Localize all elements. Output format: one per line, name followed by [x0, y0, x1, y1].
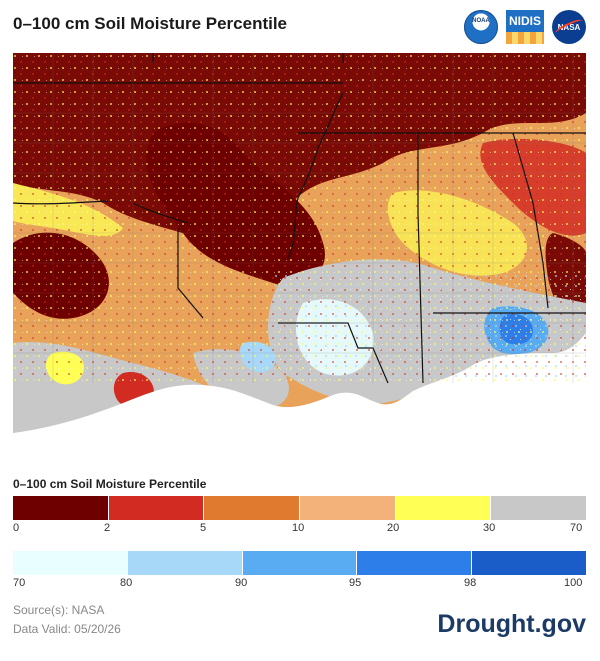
dry-scale-bar [13, 496, 587, 520]
wet-scale-bar [13, 551, 586, 575]
legend-swatch-30-70 [491, 496, 587, 520]
tick-label: 90 [235, 577, 248, 589]
tick-label: 30 [483, 522, 496, 534]
legend-title: 0–100 cm Soil Moisture Percentile [13, 477, 207, 491]
gulf-of-mexico [13, 333, 586, 461]
tick-label: 100 [564, 577, 583, 589]
tick-label: 80 [120, 577, 133, 589]
tick-label: 70 [570, 522, 583, 534]
map-speckle [273, 273, 586, 383]
tick-label: 0 [13, 522, 20, 534]
tick-label: 5 [200, 522, 207, 534]
tick-label: 70 [13, 577, 26, 589]
legend-swatch-0-2 [13, 496, 109, 520]
tick-label: 20 [387, 522, 400, 534]
legend-swatch-20-30 [395, 496, 492, 520]
legend-swatch-98-100 [472, 551, 586, 575]
legend-swatch-95-98 [357, 551, 473, 575]
drought-gov-logo[interactable]: Drought.gov [437, 610, 586, 638]
noaa-logo-text: NOAA [472, 18, 490, 24]
dry-scale-ticks: 0 2 5 10 20 30 70 [13, 522, 586, 536]
noaa-logo[interactable]: NOAA [464, 10, 498, 44]
tick-label: 10 [292, 522, 305, 534]
wet-scale-ticks: 70 80 90 95 98 100 [13, 577, 586, 591]
source-text: Source(s): NASA [13, 603, 105, 617]
logo-group: NOAA NIDIS NASA [464, 10, 586, 44]
data-valid-text: Data Valid: 05/20/26 [13, 622, 121, 636]
legend-swatch-10-20 [300, 496, 396, 520]
legend-swatch-70-80 [13, 551, 128, 575]
tick-label: 2 [104, 522, 111, 534]
nidis-logo[interactable]: NIDIS [506, 10, 544, 44]
legend-swatch-2-5 [108, 496, 205, 520]
nasa-logo[interactable]: NASA [552, 10, 586, 44]
tick-label: 98 [464, 577, 477, 589]
tick-label: 95 [349, 577, 362, 589]
legend-swatch-80-90 [127, 551, 243, 575]
soil-moisture-map[interactable] [13, 53, 586, 461]
legend-swatch-90-95 [242, 551, 358, 575]
legend-swatch-5-10 [204, 496, 301, 520]
state-borders [13, 53, 586, 384]
page-title: 0–100 cm Soil Moisture Percentile [13, 14, 288, 33]
county-lines [13, 53, 586, 383]
